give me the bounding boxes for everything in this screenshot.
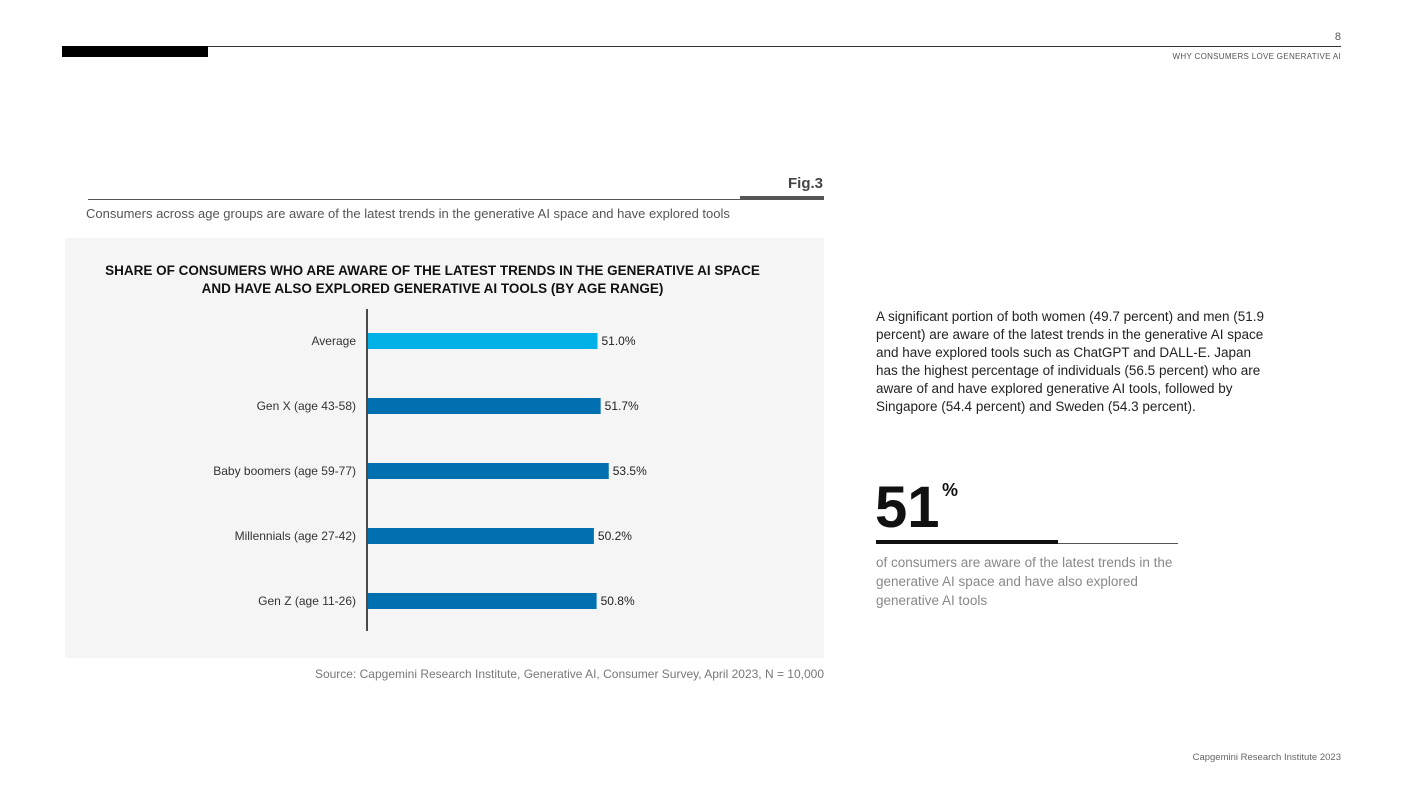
stat-unit: % [942,480,959,500]
stat-value: 51 [875,475,940,540]
bar [368,593,597,609]
section-title: WHY CONSUMERS LOVE GENERATIVE AI [1172,52,1341,61]
data-label: 51.7% [605,399,639,413]
category-label: Gen X (age 43-58) [257,399,356,413]
data-label: 50.2% [598,529,632,543]
category-label: Average [312,334,357,348]
page-number: 8 [1334,31,1341,43]
data-label: 51.0% [602,334,636,348]
header-accent-block [62,46,208,57]
figure-label: Fig.3 [787,175,823,192]
figure-rule [88,199,824,200]
figure-rule-accent [740,196,824,200]
chart-panel [65,238,824,658]
bar [368,463,609,479]
category-label: Millennials (age 27-42) [235,529,356,543]
bar-chart: Average 51.0% Gen X (age 43-58) 51.7% Baby b… [213,309,647,631]
chart-title: SHARE OF CONSUMERS WHO ARE AWARE OF THE … [105,263,760,296]
figure-caption: Consumers across age groups are aware of… [86,206,730,221]
footer-text: Capgemini Research Institute 2023 [1192,752,1341,763]
header-rule [62,46,1341,47]
bar [368,528,594,544]
category-label: Gen Z (age 11-26) [258,594,356,608]
source-note: Source: Capgemini Research Institute, Ge… [314,667,824,681]
sidebar-paragraph: A significant portion of both women (49.… [876,309,1264,414]
category-label: Baby boomers (age 59-77) [213,464,356,478]
bar [368,398,601,414]
bar [368,333,598,349]
stat-rule-accent [876,540,1058,544]
data-label: 53.5% [613,464,647,478]
stat-caption: of consumers are aware of the latest tre… [876,555,1173,608]
data-label: 50.8% [601,594,635,608]
